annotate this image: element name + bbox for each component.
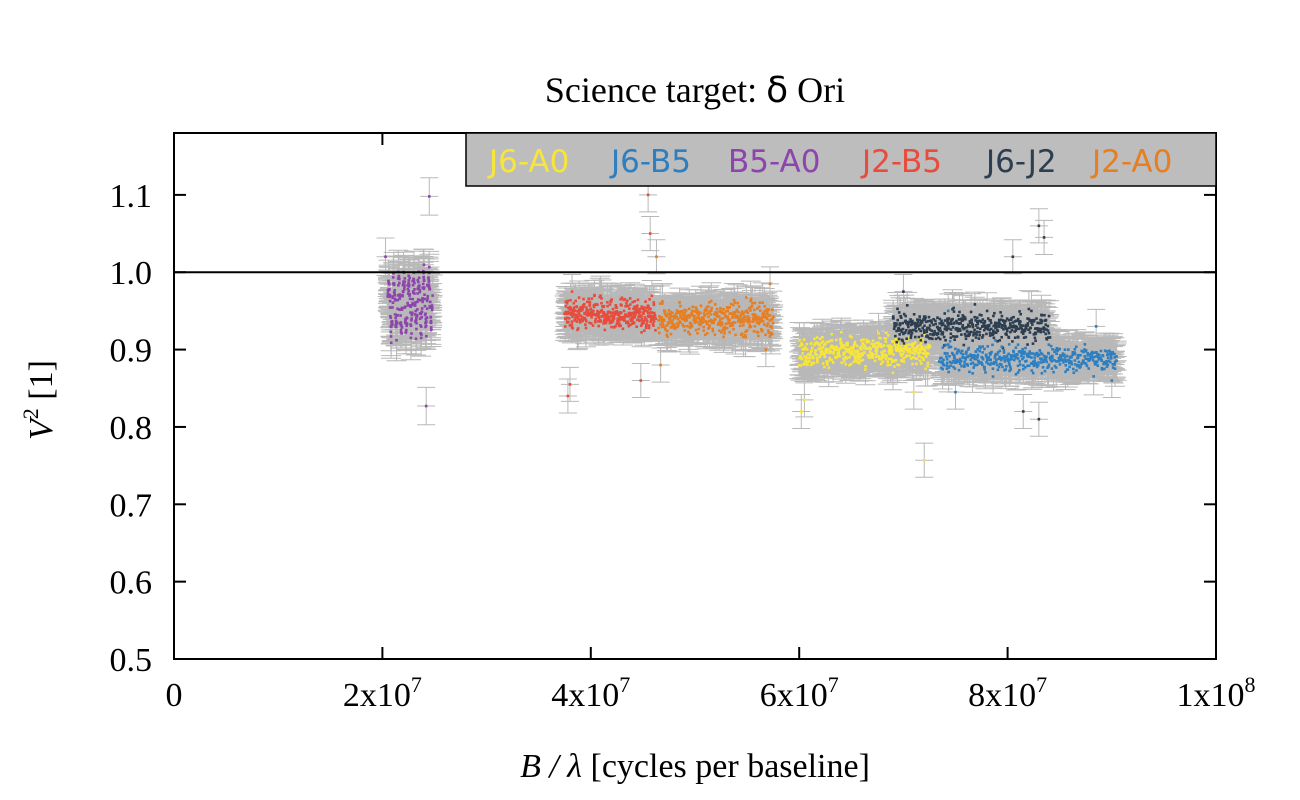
chart-title: Science target: δ Ori (545, 70, 845, 111)
